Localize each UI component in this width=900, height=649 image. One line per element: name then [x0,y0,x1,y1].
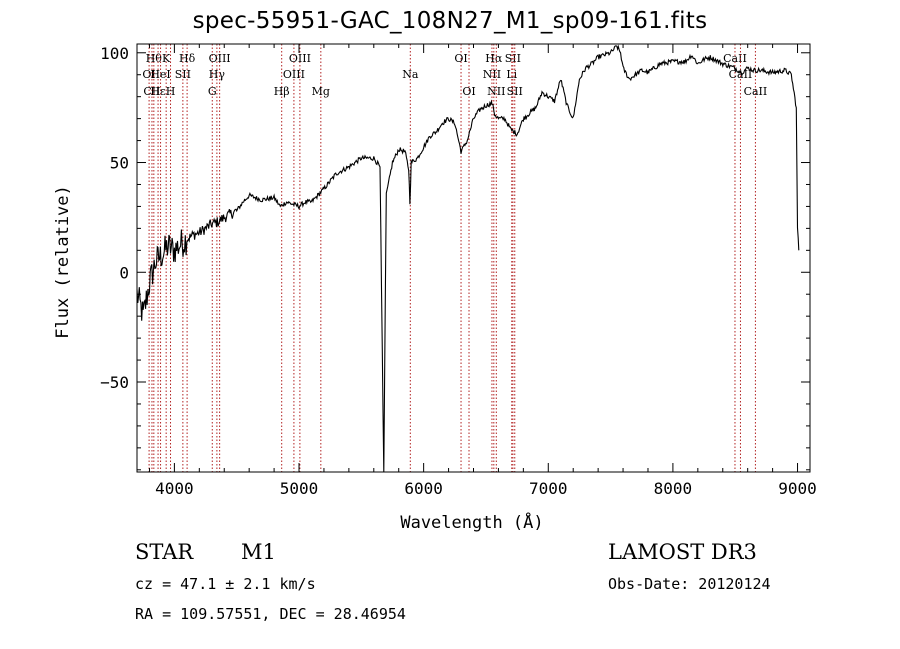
line-label: Hβ [274,85,290,98]
line-label: CaII [744,85,768,98]
y-axis-label: Flux (relative) [53,185,73,339]
line-label: NII [483,68,501,81]
line-label: Li [506,68,517,81]
line-label: SII [507,85,523,98]
redshift-text: cz = 47.1 ± 2.1 km/s [135,575,316,593]
chart-title: spec-55951-GAC_108N27_M1_sp09-161.fits [192,8,708,34]
line-label: Mg [312,85,330,98]
line-label: H [166,85,176,98]
line-label: Na [402,68,419,81]
line-label: K [162,52,171,65]
line-label: CaII [723,52,747,65]
object-subclass: M1 [241,540,276,564]
line-label: Hε [150,85,166,98]
plot-frame [136,43,811,473]
line-label: OIII [283,68,305,81]
coordinates-text: RA = 109.57551, DEC = 28.46954 [135,605,406,623]
line-label: OIII [209,52,231,65]
y-tick-label: −50 [100,373,129,392]
line-label: CaII [729,68,753,81]
x-tick-label: 4000 [155,479,194,498]
line-label: OIII [289,52,311,65]
obs-date-text: Obs-Date: 20120124 [608,575,771,593]
line-label: Hα [485,52,503,65]
line-label: NII [487,85,505,98]
x-tick-label: 7000 [529,479,568,498]
survey-name: LAMOST DR3 [608,540,757,564]
x-tick-label: 6000 [404,479,443,498]
x-tick-label: 8000 [654,479,693,498]
line-label: HeI [150,68,170,81]
object-class: STAR [135,540,194,564]
line-label: OI [454,52,467,65]
axis-ticks: 4000 5000 6000 7000 8000 9000 −50 0 50 100 [100,44,817,498]
line-label: Hγ [209,68,226,81]
y-tick-label: 100 [100,44,129,63]
y-tick-label: 50 [110,154,129,173]
line-label: Hθ [146,52,163,65]
line-label: G [208,85,217,98]
y-tick-label: 0 [119,263,129,282]
line-markers: OI CII Hθ Hε HeI K H SII Hδ G Hγ OIII Hβ OIII OIII Mg Na… [142,44,767,472]
x-axis-label: Wavelength (Å) [400,511,543,533]
x-tick-label: 9000 [778,479,817,498]
line-label: CII [143,85,160,98]
line-label: SII [505,52,521,65]
line-label: OI [462,85,475,98]
spectrum-line [136,44,800,473]
x-tick-label: 5000 [280,479,319,498]
line-label: SII [175,68,191,81]
line-label: Hδ [179,52,196,65]
line-label: OI [142,68,155,81]
